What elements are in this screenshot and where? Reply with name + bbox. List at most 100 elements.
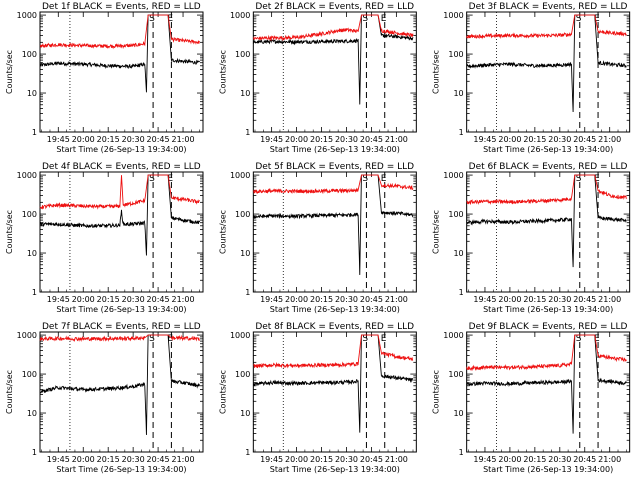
panel-title: Det 9f BLACK = Events, RED = LLD [469,322,628,332]
marker-label-s: S [149,14,155,24]
x-tick-label: 20:30 [122,135,145,144]
x-tick-label: 21:00 [598,295,621,304]
x-tick-label: 19:45 [47,295,70,304]
x-tick-label: 20:00 [498,135,521,144]
y-tick-label: 1 [459,128,464,137]
y-tick-label: 1000 [230,171,250,180]
x-tick-label: 20:15 [523,135,546,144]
y-tick-label: 10 [453,89,463,98]
panel-title: Det 2f BLACK = Events, RED = LLD [255,2,414,12]
x-tick-label: 20:30 [122,295,145,304]
plot-frame [466,331,631,453]
x-tick-label: 21:00 [172,295,195,304]
x-tick-label: 20:45 [360,455,383,464]
x-tick-label: 20:30 [548,455,571,464]
x-axis-label: Start Time (26-Sep-13 19:34:00) [270,145,400,154]
y-tick-label: 1000 [443,331,463,340]
series-line-events [466,334,627,434]
marker-label-s: S [149,174,155,184]
x-tick-label: 20:00 [72,135,95,144]
x-axis-label: Start Time (26-Sep-13 19:34:00) [483,145,613,154]
y-tick-label: 1000 [17,11,37,20]
y-tick-label: 10 [240,89,250,98]
y-tick-label: 10 [240,249,250,258]
x-tick-label: 20:30 [335,455,358,464]
series-line-lld [39,334,200,343]
y-tick-label: 1 [459,288,464,297]
panel-title: Det 8f BLACK = Events, RED = LLD [255,322,414,332]
plot-frame [39,171,204,293]
panel-title: Det 7f BLACK = Events, RED = LLD [42,322,201,332]
plot-frame [466,11,631,133]
y-tick-label: 10 [453,409,463,418]
x-tick-label: 20:45 [573,455,596,464]
x-axis-label: Start Time (26-Sep-13 19:34:00) [270,465,400,474]
x-tick-label: 21:00 [385,455,408,464]
x-tick-label: 20:00 [498,455,521,464]
x-tick-label: 20:00 [498,295,521,304]
x-tick-label: 20:15 [523,455,546,464]
x-tick-label: 20:15 [310,295,333,304]
x-axis-label: Start Time (26-Sep-13 19:34:00) [56,305,186,314]
y-tick-label: 1 [245,288,250,297]
plot-frame [39,11,204,133]
x-tick-label: 20:45 [573,135,596,144]
marker-label-e: E [381,14,387,24]
y-axis-label: Counts/sec [218,50,227,94]
y-tick-label: 1000 [230,11,250,20]
x-tick-label: 19:45 [473,455,496,464]
series-line-events [252,14,414,105]
x-tick-label: 20:00 [285,135,308,144]
x-tick-label: 19:45 [260,135,283,144]
x-tick-label: 20:45 [360,135,383,144]
series-line-events [252,174,414,275]
y-tick-label: 100 [235,210,250,219]
y-tick-label: 100 [448,210,463,219]
detector-panel-3: Det 3f BLACK = Events, RED = LLD 1 10 100 10… [432,2,631,154]
x-tick-label: 19:45 [47,455,70,464]
marker-label-e: E [167,14,173,24]
x-tick-label: 21:00 [385,295,408,304]
detector-panel-9: Det 9f BLACK = Events, RED = LLD 1 10 100 10… [432,322,631,474]
marker-label-e: E [167,174,173,184]
series-line-lld [466,14,627,40]
x-tick-label: 20:30 [335,295,358,304]
series-line-lld [466,334,627,372]
detector-panel-4: Det 4f BLACK = Events, RED = LLD 1 10 100 10… [5,162,204,314]
y-tick-label: 100 [448,50,463,59]
y-tick-label: 10 [27,409,37,418]
series-line-events [39,334,201,435]
x-tick-label: 19:45 [473,295,496,304]
y-tick-label: 1000 [443,11,463,20]
x-axis-label: Start Time (26-Sep-13 19:34:00) [483,305,613,314]
x-tick-label: 20:45 [147,455,170,464]
x-tick-label: 20:00 [285,455,308,464]
x-tick-label: 19:45 [260,295,283,304]
y-tick-label: 1 [32,128,37,137]
x-tick-label: 20:45 [147,135,170,144]
y-tick-label: 100 [235,370,250,379]
detector-panel-6: Det 6f BLACK = Events, RED = LLD 1 10 100 10… [432,162,631,314]
y-tick-label: 1 [459,448,464,457]
panel-title: Det 1f BLACK = Events, RED = LLD [42,2,201,12]
x-tick-label: 20:00 [72,295,95,304]
plot-frame [252,11,417,133]
marker-label-e: E [381,334,387,344]
detector-panel-5: Det 5f BLACK = Events, RED = LLD 1 10 100 10… [218,162,417,314]
series-line-events [253,334,414,433]
series-line-lld [39,14,201,50]
y-tick-label: 1000 [230,331,250,340]
x-tick-label: 21:00 [385,135,408,144]
plot-frame [39,331,204,453]
y-tick-label: 10 [27,249,37,258]
series-line-lld [253,334,414,369]
marker-label-e: E [594,174,600,184]
detector-panel-7: Det 7f BLACK = Events, RED = LLD 1 10 100 10… [5,322,204,474]
marker-label-s: S [149,334,155,344]
y-axis-label: Counts/sec [5,50,14,94]
y-axis-label: Counts/sec [218,210,227,254]
marker-label-e: E [381,174,387,184]
y-tick-label: 10 [27,89,37,98]
